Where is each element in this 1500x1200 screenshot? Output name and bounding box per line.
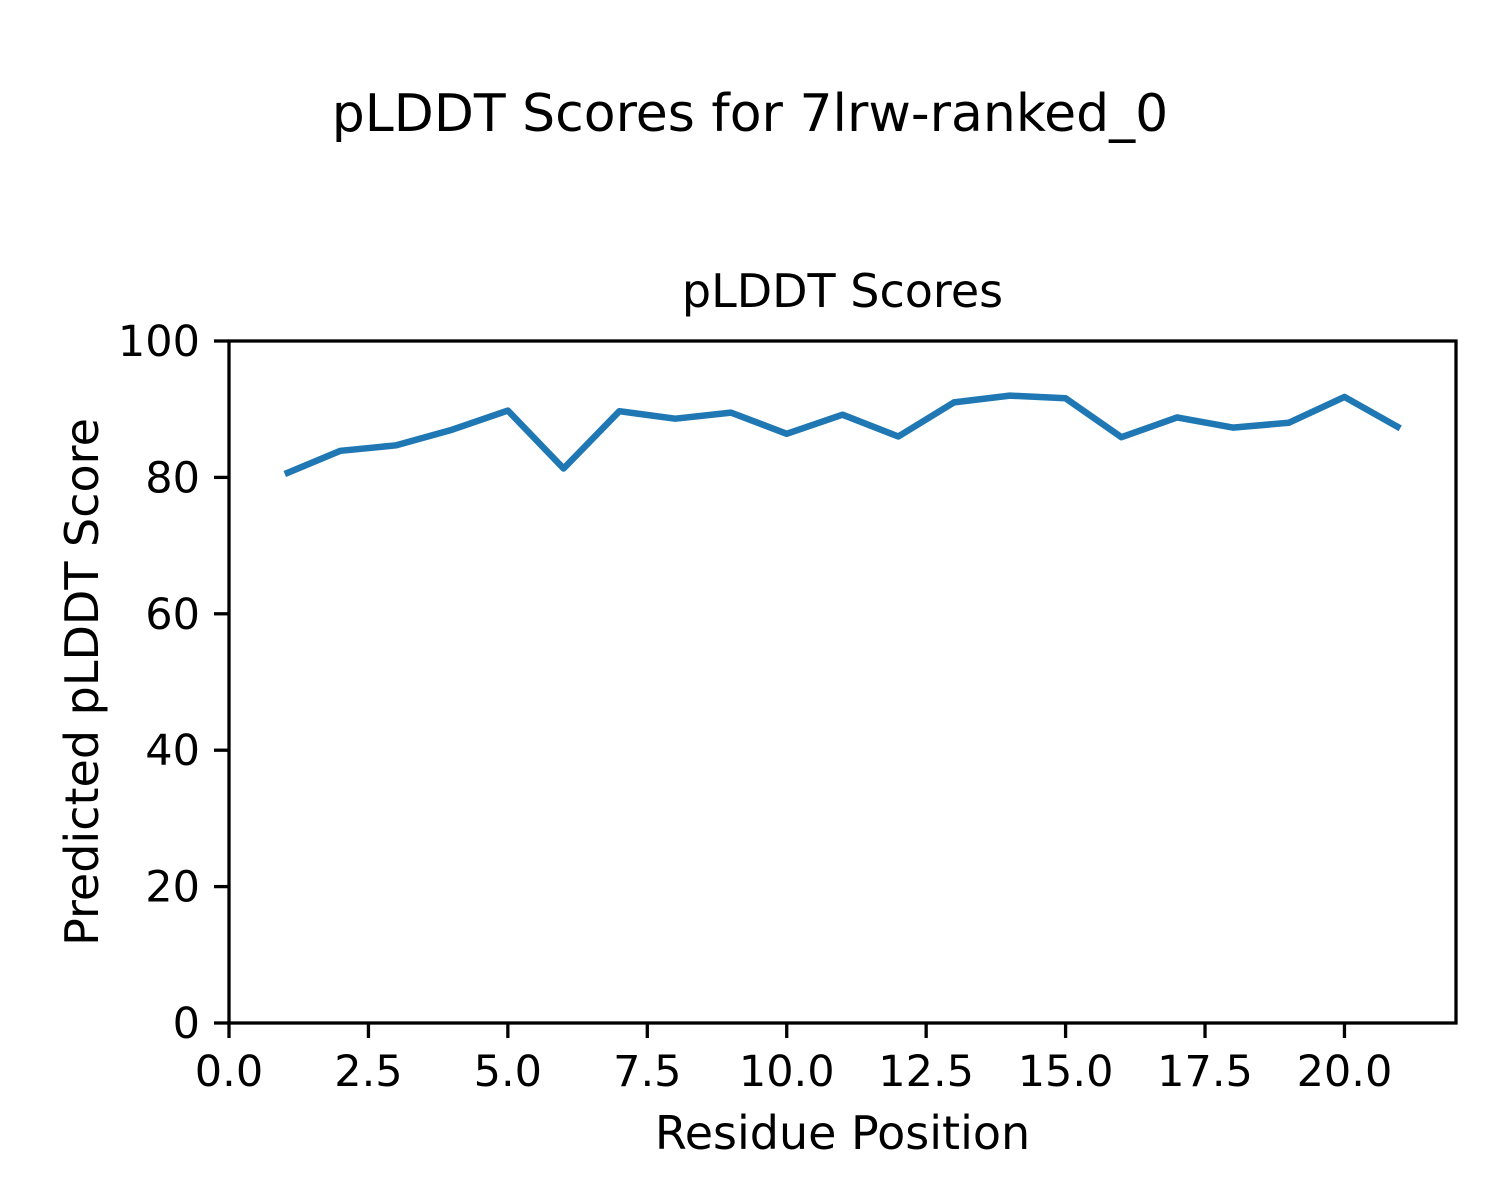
y-tick-label: 80 bbox=[145, 453, 200, 503]
x-tick-label: 0.0 bbox=[195, 1047, 263, 1097]
y-tick-label: 100 bbox=[118, 317, 200, 367]
figure-title: pLDDT Scores for 7lrw-ranked_0 bbox=[331, 84, 1169, 144]
y-tick-label: 0 bbox=[173, 999, 200, 1049]
x-tick-label: 17.5 bbox=[1157, 1047, 1253, 1097]
x-tick-label: 15.0 bbox=[1018, 1047, 1114, 1097]
axes-spines bbox=[227, 339, 1458, 1025]
x-axis-label: Residue Position bbox=[654, 1106, 1031, 1160]
y-tick-label: 40 bbox=[145, 726, 200, 776]
axes-title: pLDDT Scores bbox=[681, 264, 1004, 318]
y-tick-label: 60 bbox=[145, 590, 200, 640]
plddt-line bbox=[283, 392, 1402, 478]
y-tick-label: 20 bbox=[145, 863, 200, 913]
x-tick-label: 5.0 bbox=[474, 1047, 542, 1097]
x-tick-label: 10.0 bbox=[739, 1047, 835, 1097]
y-axis-label: Predicted pLDDT Score bbox=[55, 418, 109, 946]
x-tick-label: 2.5 bbox=[334, 1047, 402, 1097]
x-tick-label: 12.5 bbox=[878, 1047, 974, 1097]
x-tick-label: 7.5 bbox=[613, 1047, 681, 1097]
x-tick-label: 20.0 bbox=[1297, 1047, 1393, 1097]
